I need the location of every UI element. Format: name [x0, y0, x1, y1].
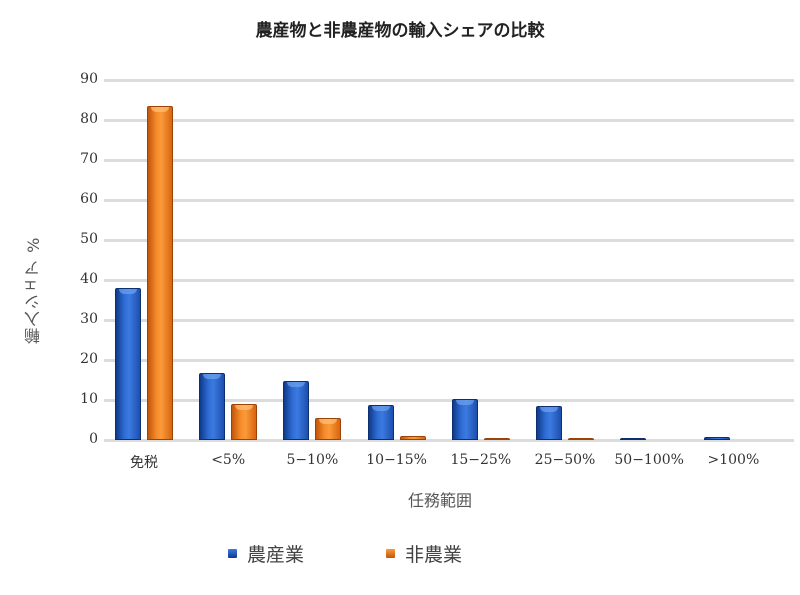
legend-item-agriculture: 農産業: [228, 540, 304, 567]
y-tick-label: 60: [80, 191, 98, 207]
legend-label: 非農業: [405, 544, 463, 566]
bar-non-agriculture: [399, 436, 426, 440]
bar-non-agriculture: [147, 106, 173, 440]
legend-swatch-blue-icon: [228, 549, 237, 558]
x-tick-label: <5%: [211, 452, 246, 468]
bar-non-agriculture: [315, 418, 342, 440]
x-tick-label: 5−10%: [286, 452, 339, 468]
gridline: [104, 79, 794, 82]
x-tick-label: >100%: [707, 452, 760, 468]
y-tick-label: 90: [80, 71, 98, 87]
y-tick-label: 50: [80, 231, 98, 247]
bar-bevel: [371, 405, 390, 411]
y-tick-label: 30: [80, 311, 98, 327]
bar-bevel: [455, 399, 474, 405]
bar-agriculture: [620, 438, 647, 440]
bar-non-agriculture: [483, 438, 510, 440]
bar-bevel: [287, 381, 306, 387]
gridline: [104, 199, 794, 202]
gridline: [104, 439, 794, 442]
y-tick-label: 0: [89, 431, 98, 447]
gridline: [104, 319, 794, 322]
bar-agriculture: [451, 398, 478, 440]
bar-agriculture: [367, 404, 394, 440]
gridline: [104, 239, 794, 242]
x-tick-label: 免税: [130, 455, 158, 471]
bar-bevel: [119, 289, 137, 294]
gridline: [104, 119, 794, 122]
x-tick-label: 50−100%: [614, 452, 684, 468]
bar-agriculture: [199, 372, 226, 440]
bar-bevel: [540, 407, 558, 412]
bar-agriculture: [115, 288, 141, 440]
bar-agriculture: [704, 436, 731, 440]
gridline: [104, 279, 794, 282]
bar-non-agriculture: [231, 404, 258, 440]
gridline: [104, 399, 794, 402]
y-tick-label: 80: [80, 111, 98, 127]
bar-bevel: [203, 373, 222, 379]
x-tick-label: 25−50%: [534, 452, 596, 468]
bar-agriculture: [536, 406, 562, 440]
gridline: [104, 159, 794, 162]
legend-item-non-agriculture: 非農業: [386, 540, 462, 567]
y-tick-label: 70: [80, 151, 98, 167]
bar-bevel: [151, 107, 169, 112]
x-axis-label: 任務範囲: [407, 491, 472, 510]
bar-non-agriculture: [568, 438, 594, 440]
legend-swatch-orange-icon: [386, 549, 395, 558]
bar-bevel: [235, 405, 254, 410]
chart-title: 農産物と非農産物の輸入シェアの比較: [255, 21, 545, 41]
x-tick-label: 10−15%: [366, 452, 427, 468]
legend: 農産業 非農業: [0, 540, 800, 570]
y-tick-label: 10: [80, 391, 98, 407]
gridline: [104, 359, 794, 362]
x-tick-label: 15−25%: [450, 452, 512, 468]
y-tick-label: 40: [80, 271, 98, 287]
bar-agriculture: [283, 380, 310, 440]
y-tick-label: 20: [80, 351, 98, 367]
bar-bevel: [319, 419, 338, 424]
legend-label: 農産業: [247, 544, 305, 566]
